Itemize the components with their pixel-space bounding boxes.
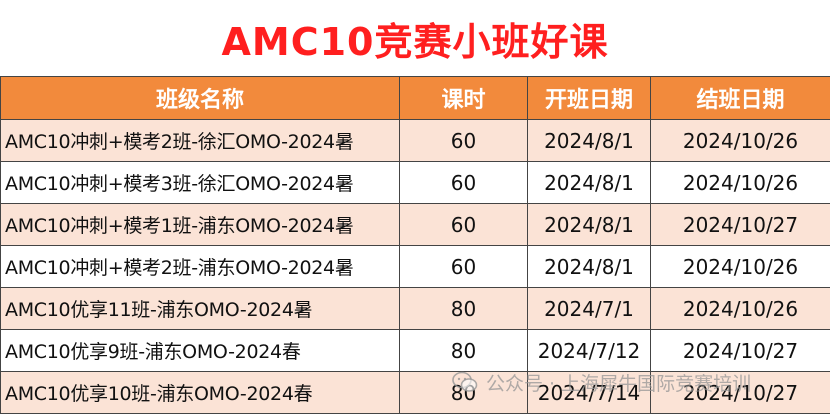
column-header-start-date: 开班日期 <box>527 76 651 120</box>
page-title: AMC10竞赛小班好课 <box>221 19 609 64</box>
hours-cell: 80 <box>399 329 528 372</box>
hours-cell: 60 <box>399 245 528 288</box>
class-name-cell: AMC10优享9班-浦东OMO-2024春 <box>0 329 400 372</box>
hours-cell: 80 <box>399 287 528 330</box>
table-row: AMC10冲刺+模考2班-徐汇OMO-2024暑 60 2024/8/1 202… <box>0 119 830 162</box>
start-date-cell: 2024/7/14 <box>527 371 651 414</box>
hours-cell: 60 <box>399 161 528 204</box>
end-date-cell: 2024/10/26 <box>650 161 830 204</box>
start-date-cell: 2024/8/1 <box>527 161 651 204</box>
class-name-cell: AMC10优享10班-浦东OMO-2024春 <box>0 371 400 414</box>
table-row: AMC10冲刺+模考3班-徐汇OMO-2024暑 60 2024/8/1 202… <box>0 161 830 204</box>
start-date-cell: 2024/7/1 <box>527 287 651 330</box>
class-name-cell: AMC10冲刺+模考1班-浦东OMO-2024暑 <box>0 203 400 246</box>
end-date-cell: 2024/10/27 <box>650 203 830 246</box>
course-table: 班级名称 课时 开班日期 结班日期 AMC10冲刺+模考2班-徐汇OMO-202… <box>0 76 830 414</box>
start-date-cell: 2024/8/1 <box>527 245 651 288</box>
table-row: AMC10冲刺+模考2班-浦东OMO-2024暑 60 2024/8/1 202… <box>0 245 830 288</box>
end-date-cell: 2024/10/26 <box>650 119 830 162</box>
class-name-cell: AMC10优享11班-浦东OMO-2024暑 <box>0 287 400 330</box>
end-date-cell: 2024/10/26 <box>650 245 830 288</box>
class-name-cell: AMC10冲刺+模考3班-徐汇OMO-2024暑 <box>0 161 400 204</box>
class-name-cell: AMC10冲刺+模考2班-徐汇OMO-2024暑 <box>0 119 400 162</box>
table-row: AMC10优享11班-浦东OMO-2024暑 80 2024/7/1 2024/… <box>0 287 830 330</box>
column-header-hours: 课时 <box>399 76 528 120</box>
end-date-cell: 2024/10/27 <box>650 329 830 372</box>
class-name-cell: AMC10冲刺+模考2班-浦东OMO-2024暑 <box>0 245 400 288</box>
hours-cell: 60 <box>399 203 528 246</box>
end-date-cell: 2024/10/27 <box>650 371 830 414</box>
table-row: AMC10优享10班-浦东OMO-2024春 80 2024/7/14 2024… <box>0 371 830 414</box>
start-date-cell: 2024/7/12 <box>527 329 651 372</box>
table-row: AMC10冲刺+模考1班-浦东OMO-2024暑 60 2024/8/1 202… <box>0 203 830 246</box>
column-header-class-name: 班级名称 <box>0 76 400 120</box>
start-date-cell: 2024/8/1 <box>527 203 651 246</box>
hours-cell: 80 <box>399 371 528 414</box>
end-date-cell: 2024/10/26 <box>650 287 830 330</box>
table-header-row: 班级名称 课时 开班日期 结班日期 <box>0 76 830 120</box>
hours-cell: 60 <box>399 119 528 162</box>
column-header-end-date: 结班日期 <box>650 76 830 120</box>
table-row: AMC10优享9班-浦东OMO-2024春 80 2024/7/12 2024/… <box>0 329 830 372</box>
start-date-cell: 2024/8/1 <box>527 119 651 162</box>
